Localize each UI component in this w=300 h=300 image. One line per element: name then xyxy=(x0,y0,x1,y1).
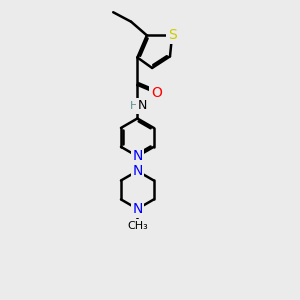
Text: N: N xyxy=(132,164,142,178)
Text: H: H xyxy=(129,101,138,111)
Text: CH₃: CH₃ xyxy=(127,221,148,231)
Text: N: N xyxy=(137,99,147,112)
Text: S: S xyxy=(168,28,176,42)
Text: O: O xyxy=(151,86,162,100)
Text: N: N xyxy=(132,149,142,163)
Text: N: N xyxy=(132,202,142,216)
